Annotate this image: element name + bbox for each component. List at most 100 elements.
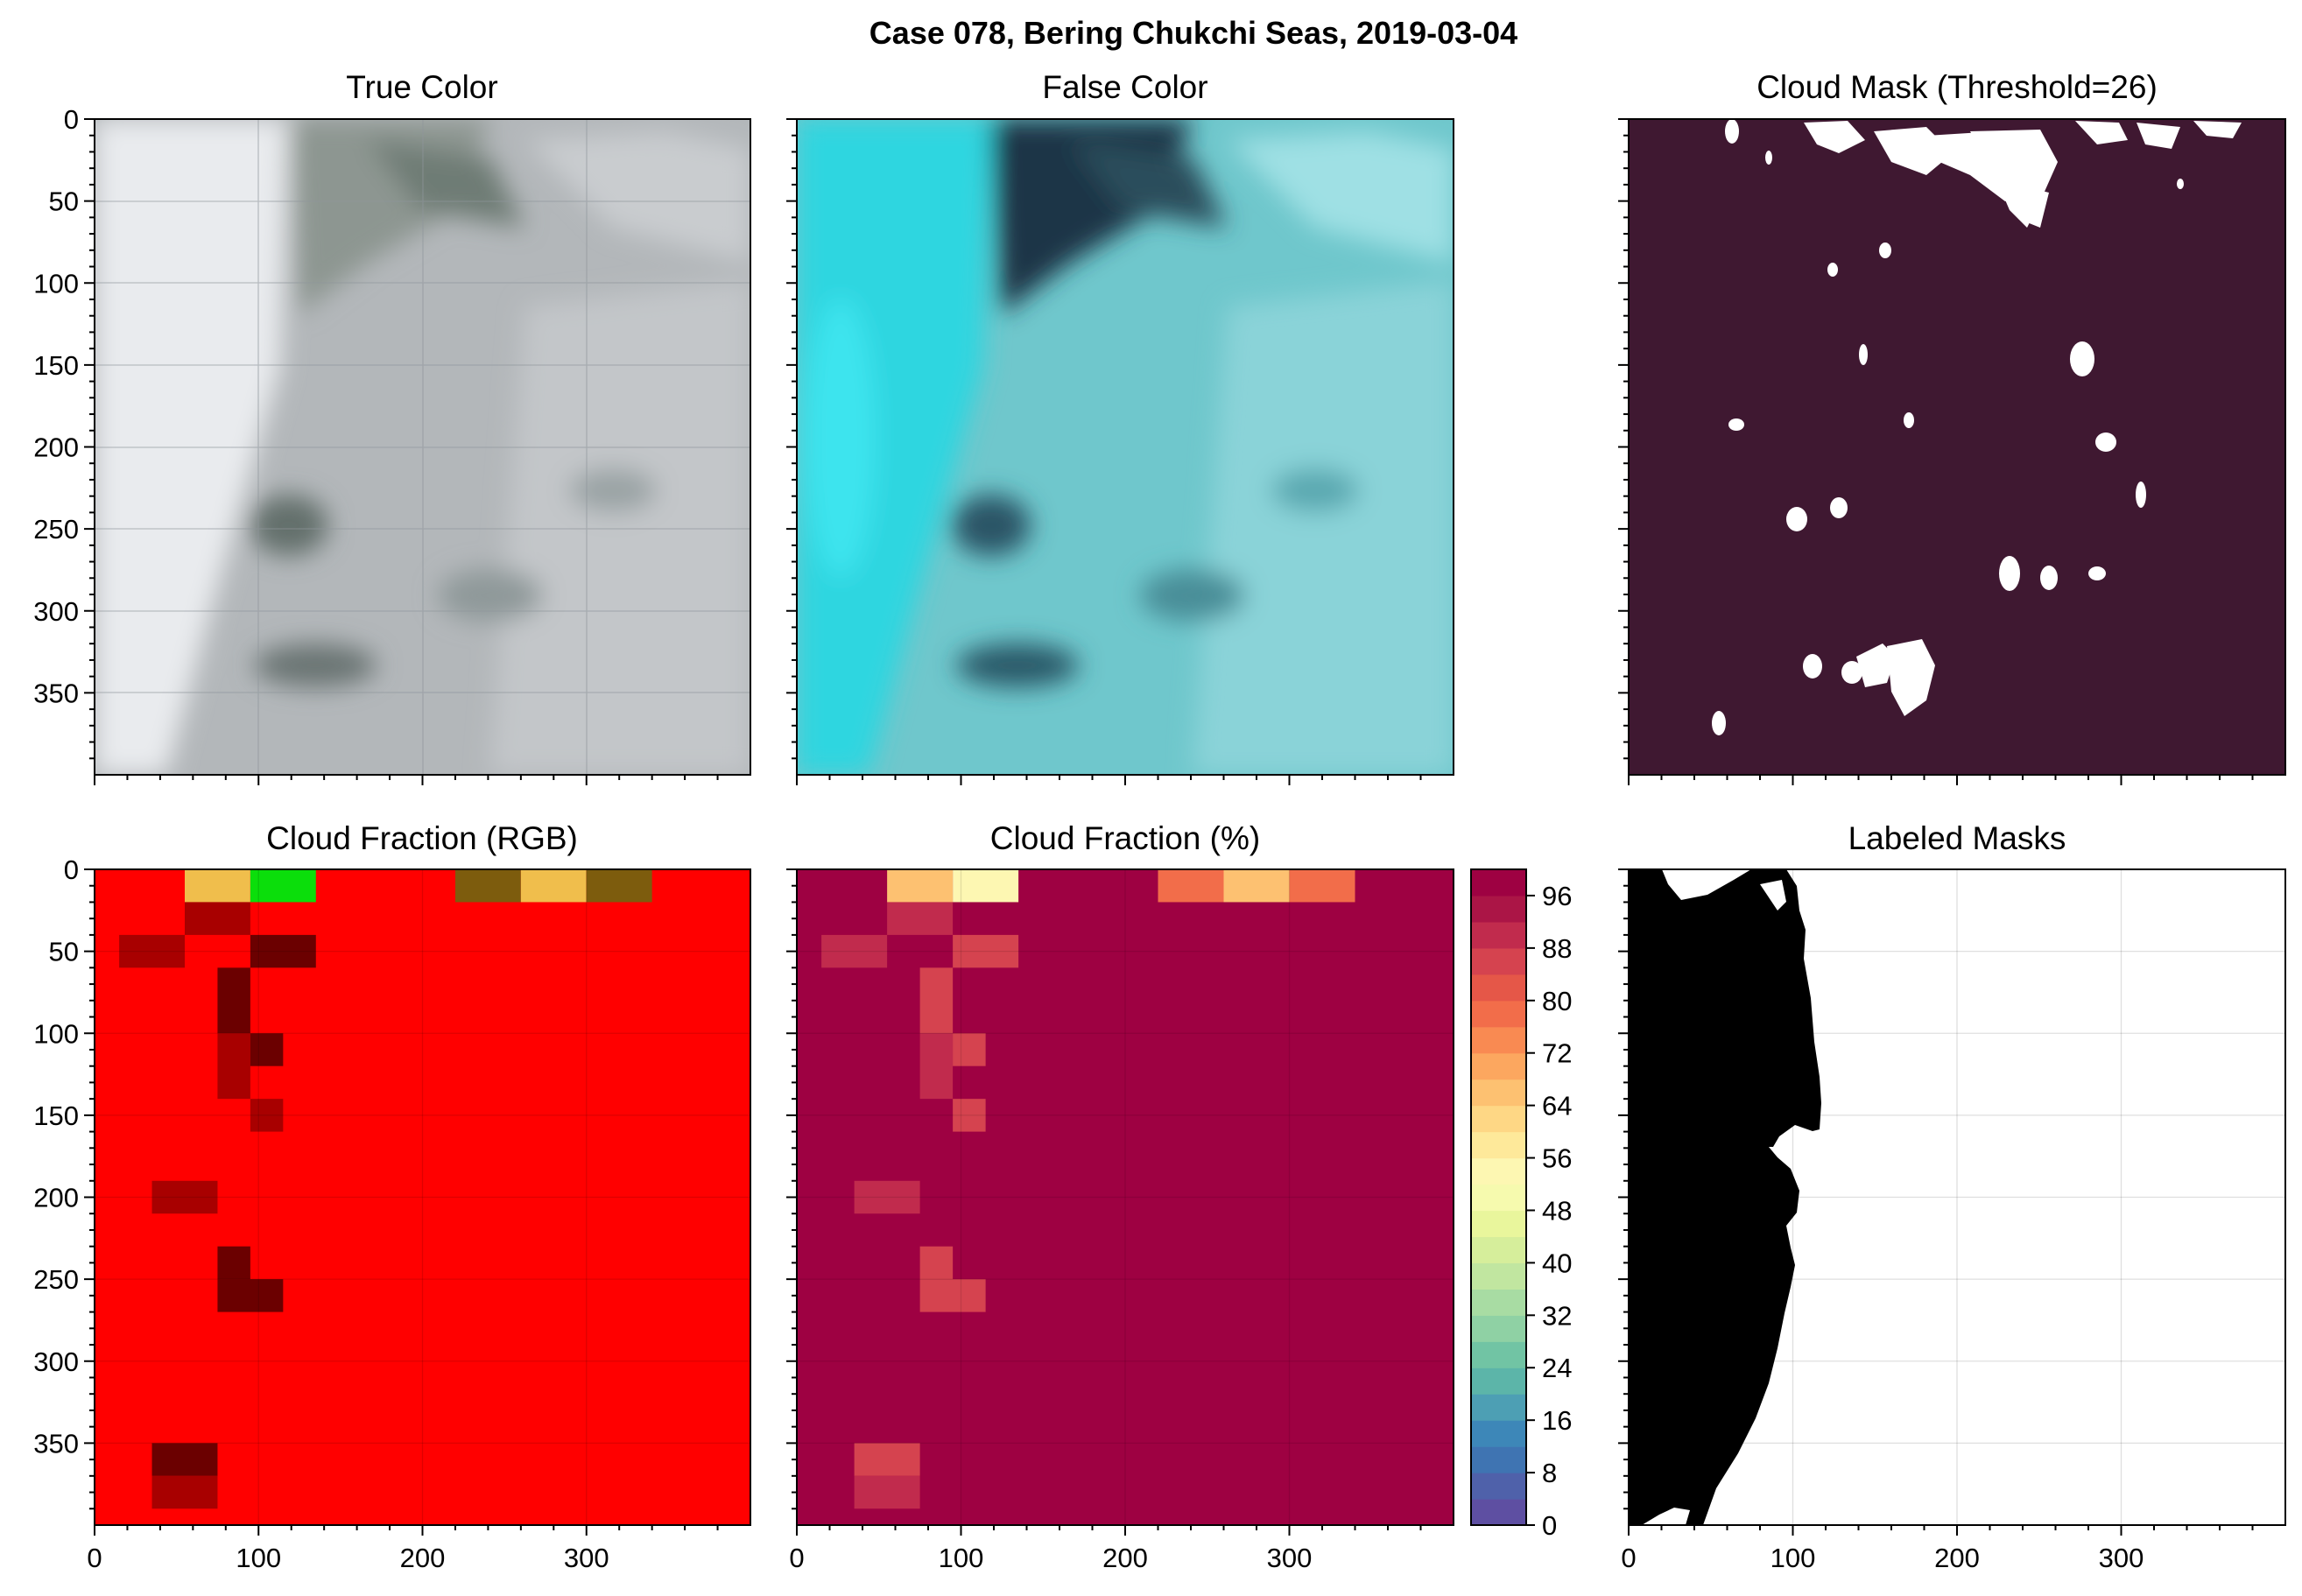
heatmap-cell xyxy=(250,869,316,903)
x-tick-label: 100 xyxy=(236,1543,281,1573)
heatmap-cell xyxy=(821,934,888,968)
colorbar-bin xyxy=(1471,1052,1526,1080)
colorbar-tick-label: 88 xyxy=(1542,933,1572,964)
y-tick-label: 100 xyxy=(33,268,79,299)
cloud-fraction-pct-heatmap xyxy=(797,869,1454,1525)
colorbar-tick-label: 56 xyxy=(1542,1143,1572,1174)
heatmap-cell xyxy=(217,1033,250,1100)
colorbar-tick-label: 0 xyxy=(1542,1510,1557,1541)
panel-title: Labeled Masks xyxy=(1848,820,2066,856)
colorbar-bin xyxy=(1471,1473,1526,1500)
x-tick-label: 300 xyxy=(2099,1543,2144,1573)
heatmap-cell xyxy=(953,869,1019,903)
y-tick-label: 200 xyxy=(33,1183,79,1213)
x-tick-label: 0 xyxy=(789,1543,804,1573)
y-tick-label: 200 xyxy=(33,432,79,463)
colorbar-bin xyxy=(1471,1105,1526,1133)
heatmap-cell xyxy=(250,1033,284,1066)
colorbar-tick-label: 48 xyxy=(1542,1195,1572,1226)
colorbar: 0 8 16 24 32 40 48 56 64 72 80 88 96 xyxy=(1470,868,1572,1541)
x-tick-label: 0 xyxy=(87,1543,102,1573)
heatmap-cell xyxy=(520,869,587,903)
panel-true-color: True Color xyxy=(33,69,751,785)
colorbar-bin xyxy=(1471,1446,1526,1473)
heatmap-cell xyxy=(250,1099,284,1132)
heatmap-cell xyxy=(586,869,652,903)
true-color-axes: 0 50 100 150 200 250 300 350 xyxy=(33,104,719,785)
heatmap-cell xyxy=(854,1443,920,1476)
heatmap-cell xyxy=(217,967,250,1034)
cloud-fraction-rgb-grid xyxy=(95,869,750,1525)
x-tick-label: 200 xyxy=(1934,1543,1980,1573)
cloud-mask-regions xyxy=(1712,119,2242,735)
heatmap-cell xyxy=(151,1475,218,1509)
colorbar-tick-label: 16 xyxy=(1542,1405,1572,1436)
heatmap-cell xyxy=(887,902,954,935)
y-tick-label: 350 xyxy=(33,678,79,708)
heatmap-cell xyxy=(217,1246,250,1280)
x-tick-label: 100 xyxy=(939,1543,984,1573)
colorbar-bin xyxy=(1471,1394,1526,1421)
panel-cloud-fraction-pct: Cloud Fraction (%) 0 100 200 300 xyxy=(786,820,1454,1573)
x-tick-label: 300 xyxy=(564,1543,609,1573)
heatmap-cell xyxy=(854,1475,920,1509)
x-tick-label: 0 xyxy=(1621,1543,1636,1573)
panel-title: True Color xyxy=(346,69,497,105)
colorbar-tick-label: 72 xyxy=(1542,1038,1572,1069)
colorbar-bin xyxy=(1471,869,1526,896)
panel-title: Cloud Mask (Threshold=26) xyxy=(1756,69,2158,105)
heatmap-cell xyxy=(184,869,250,903)
colorbar-bin xyxy=(1471,895,1526,923)
y-tick-label: 250 xyxy=(33,514,79,545)
colorbar-bin xyxy=(1471,947,1526,975)
heatmap-cell xyxy=(953,1033,986,1066)
heatmap-cell xyxy=(1289,869,1355,903)
panel-title: Cloud Fraction (RGB) xyxy=(266,820,578,856)
panel-title: Cloud Fraction (%) xyxy=(990,820,1260,856)
y-tick-label: 300 xyxy=(33,596,79,627)
cloud-mask-axes xyxy=(1618,118,2254,785)
colorbar-bin xyxy=(1471,1367,1526,1395)
colorbar-bin xyxy=(1471,1499,1526,1526)
colorbar-bin xyxy=(1471,1131,1526,1159)
heatmap-cell xyxy=(953,1099,986,1132)
colorbar-bin xyxy=(1471,1315,1526,1342)
cloud-fraction-pct-grid xyxy=(797,869,1454,1525)
false-color-axes xyxy=(786,118,1422,785)
y-tick-label: 0 xyxy=(64,854,79,885)
panel-cloud-mask: Cloud Mask (Threshold=26) xyxy=(1618,69,2286,785)
colorbar-bin xyxy=(1471,1079,1526,1107)
colorbar-bin xyxy=(1471,1236,1526,1263)
colorbar-bin xyxy=(1471,1289,1526,1316)
heatmap-cell xyxy=(919,1033,954,1100)
labeled-masks-axes: 0 100 200 300 xyxy=(1618,868,2254,1573)
heatmap-cell xyxy=(151,1180,218,1214)
colorbar-bin xyxy=(1471,1262,1526,1290)
y-tick-label: 0 xyxy=(64,104,79,135)
colorbar-bin xyxy=(1471,1420,1526,1447)
labeled-mask-region xyxy=(1629,869,1821,1525)
heatmap-cell xyxy=(217,1279,284,1312)
y-tick-label: 150 xyxy=(33,350,79,381)
y-tick-label: 250 xyxy=(33,1264,79,1295)
colorbar-tick-label: 40 xyxy=(1542,1248,1572,1278)
figure-title: Case 078, Bering Chukchi Seas, 2019-03-0… xyxy=(869,15,1517,51)
panel-title: False Color xyxy=(1042,69,1207,105)
colorbar-bin xyxy=(1471,1157,1526,1185)
true-color-image xyxy=(95,119,750,775)
heatmap-cell xyxy=(953,934,1019,968)
x-tick-label: 200 xyxy=(400,1543,446,1573)
x-tick-label: 300 xyxy=(1267,1543,1313,1573)
colorbar-tick-label: 64 xyxy=(1542,1091,1572,1121)
panel-false-color: False Color xyxy=(786,69,1454,785)
heatmap-cell xyxy=(919,1246,954,1280)
panel-cloud-fraction-rgb: Cloud Fraction (RGB) 0 50 100 150 200 250 300 3… xyxy=(33,820,751,1573)
heatmap-cell xyxy=(887,869,954,903)
cloud-fraction-rgb-axes: 0 50 100 150 200 250 300 350 0 100 200 300 xyxy=(33,854,719,1573)
x-tick-label: 200 xyxy=(1102,1543,1148,1573)
colorbar-tick-label: 32 xyxy=(1542,1300,1572,1331)
cloud-fraction-pct-axes: 0 100 200 300 xyxy=(786,868,1422,1573)
heatmap-cell xyxy=(1158,869,1224,903)
heatmap-cell xyxy=(151,1443,218,1476)
